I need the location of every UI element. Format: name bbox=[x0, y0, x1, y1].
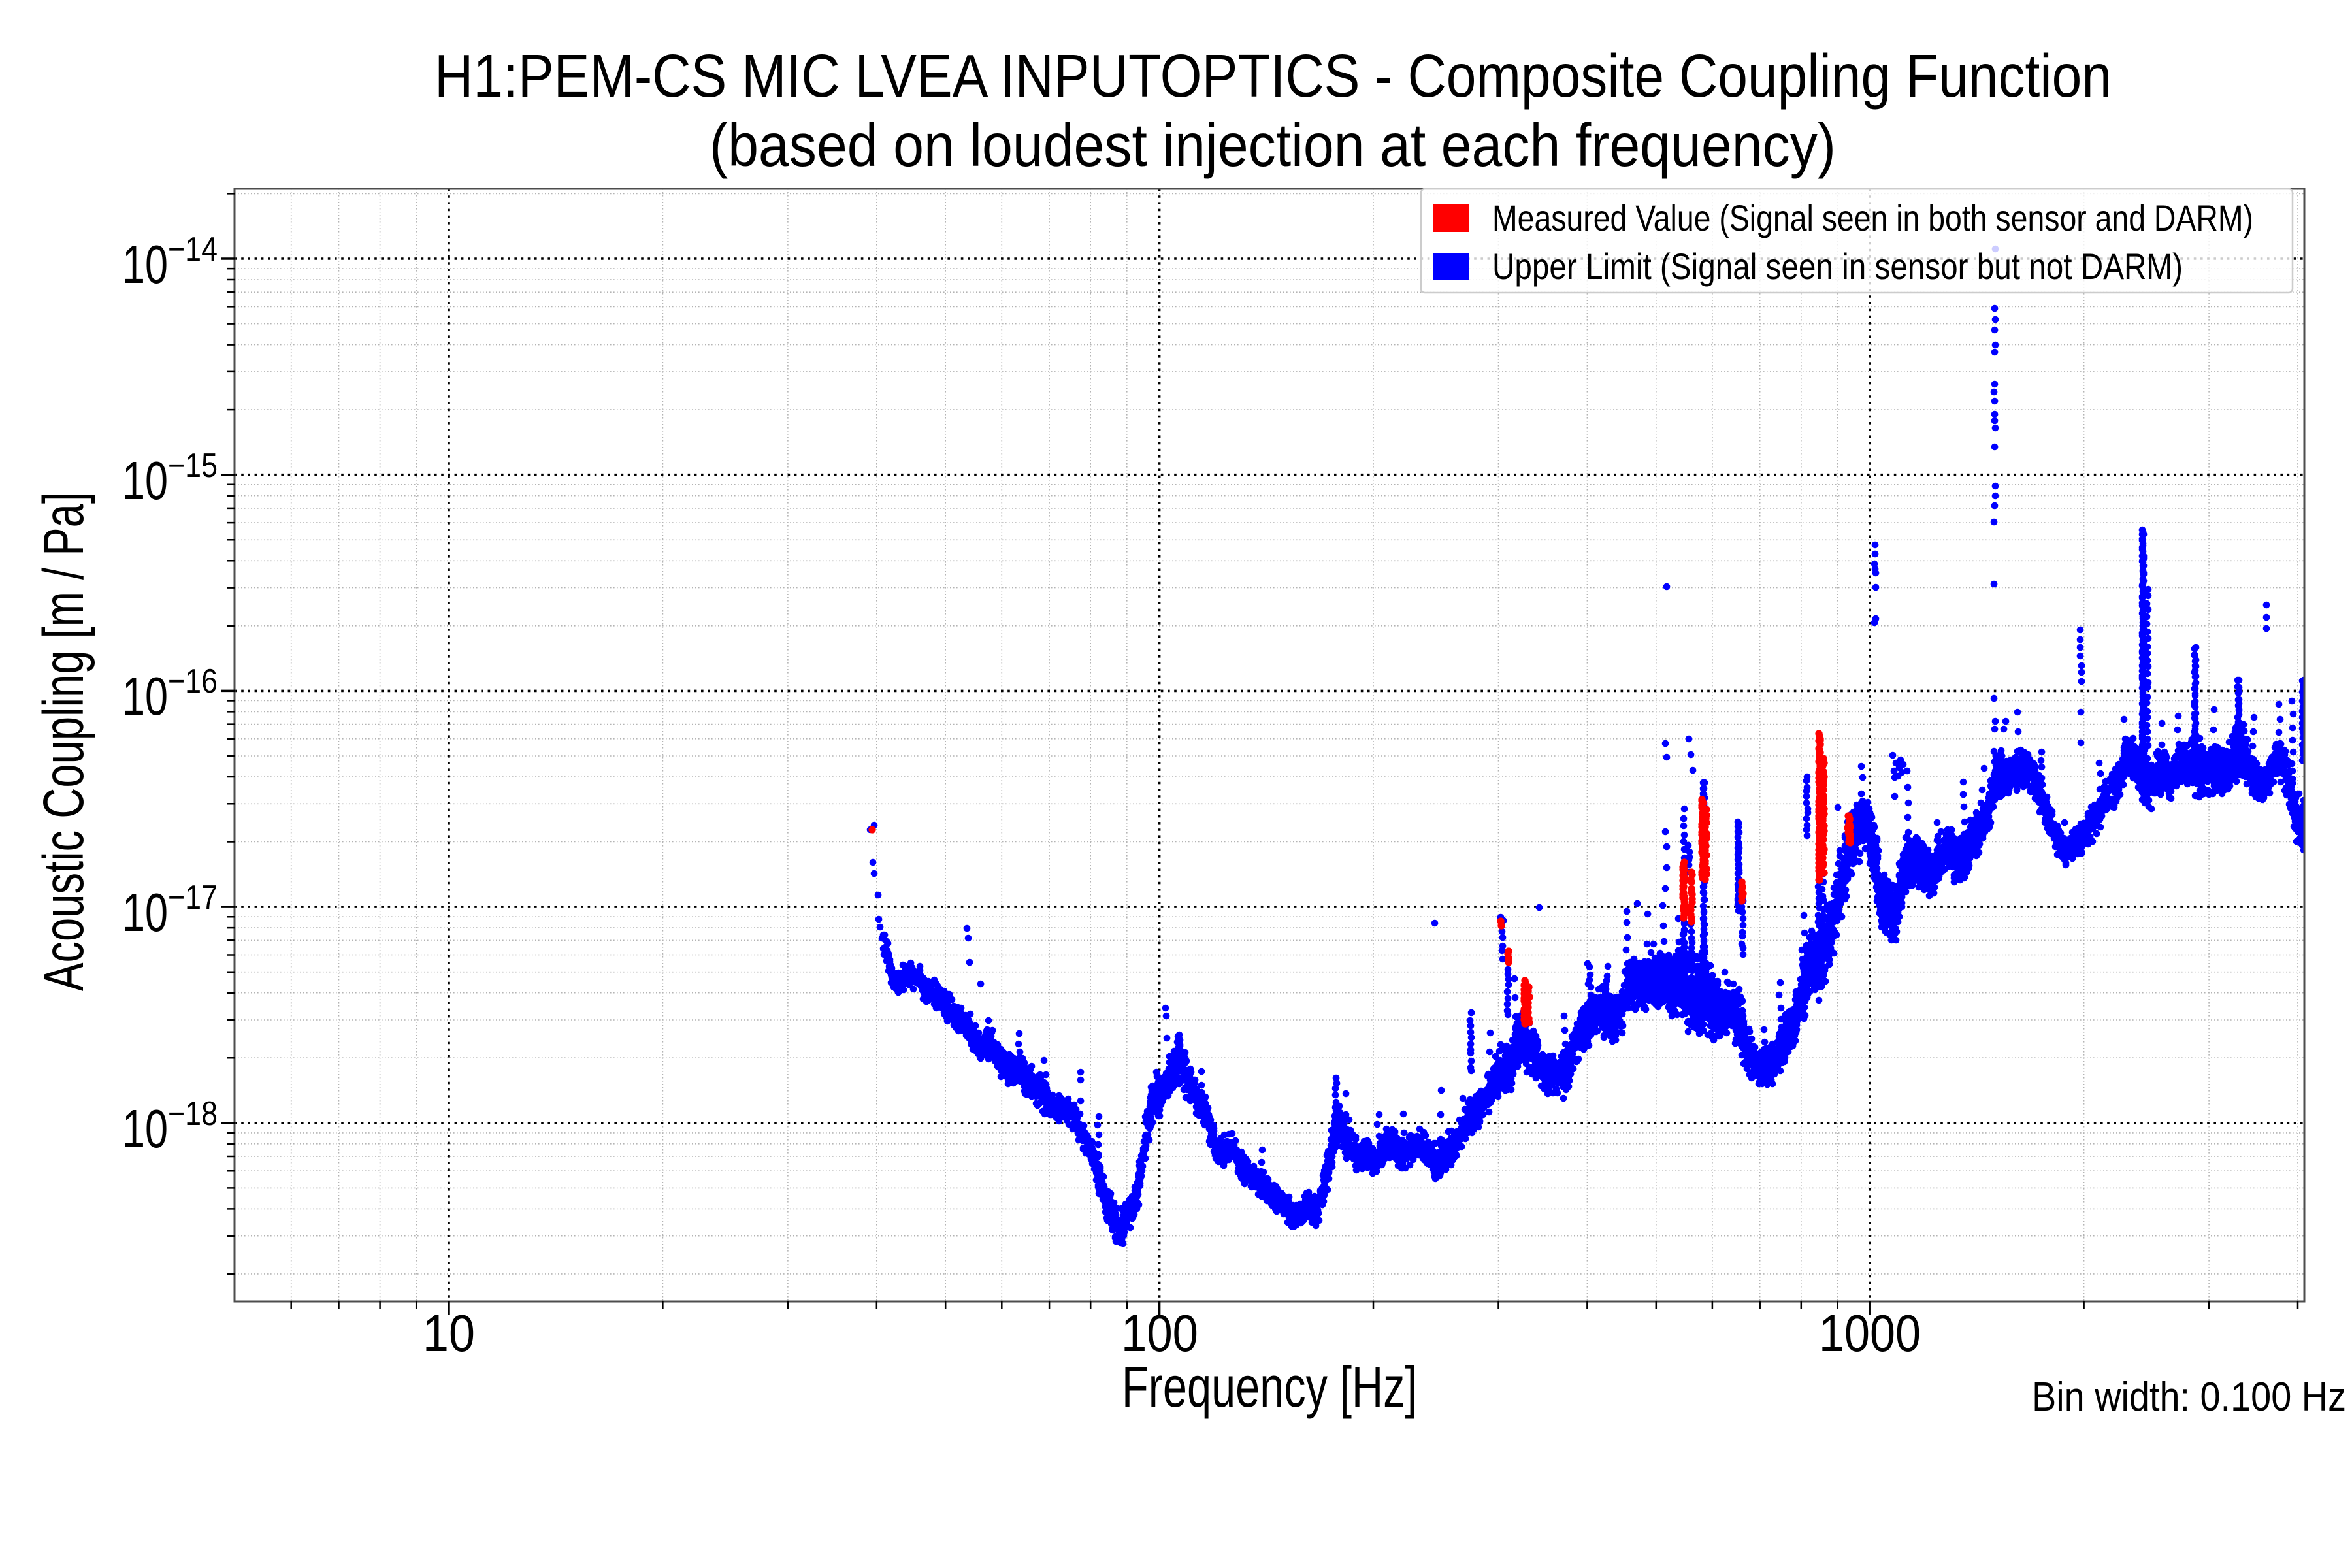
svg-text:1000: 1000 bbox=[1819, 1304, 1921, 1362]
svg-text:10−16: 10−16 bbox=[122, 662, 218, 727]
svg-text:(based on loudest injection at: (based on loudest injection at each freq… bbox=[710, 111, 1836, 179]
svg-text:Frequency [Hz]: Frequency [Hz] bbox=[1122, 1354, 1417, 1419]
svg-text:10: 10 bbox=[423, 1304, 475, 1362]
svg-text:Acoustic Coupling [m / Pa]: Acoustic Coupling [m / Pa] bbox=[32, 492, 95, 991]
svg-text:10−14: 10−14 bbox=[122, 231, 218, 295]
svg-text:100: 100 bbox=[1121, 1304, 1198, 1362]
svg-text:10−15: 10−15 bbox=[122, 447, 218, 511]
svg-text:Upper Limit (Signal seen in se: Upper Limit (Signal seen in sensor but n… bbox=[1492, 246, 2183, 287]
svg-text:10−18: 10−18 bbox=[122, 1095, 218, 1159]
svg-text:Bin width: 0.100 Hz: Bin width: 0.100 Hz bbox=[2032, 1375, 2346, 1420]
svg-text:10−17: 10−17 bbox=[122, 879, 218, 943]
svg-text:H1:PEM-CS MIC LVEA INPUTOPTICS: H1:PEM-CS MIC LVEA INPUTOPTICS - Composi… bbox=[434, 42, 2112, 110]
svg-text:Measured Value (Signal seen in: Measured Value (Signal seen in both sens… bbox=[1492, 197, 2253, 238]
